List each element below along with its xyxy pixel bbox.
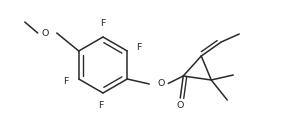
Text: F: F [137,42,142,51]
Text: O: O [158,79,165,88]
Text: O: O [176,101,184,111]
Text: O: O [41,29,48,38]
Text: F: F [100,18,106,27]
Text: F: F [98,100,104,109]
Text: F: F [63,77,69,85]
